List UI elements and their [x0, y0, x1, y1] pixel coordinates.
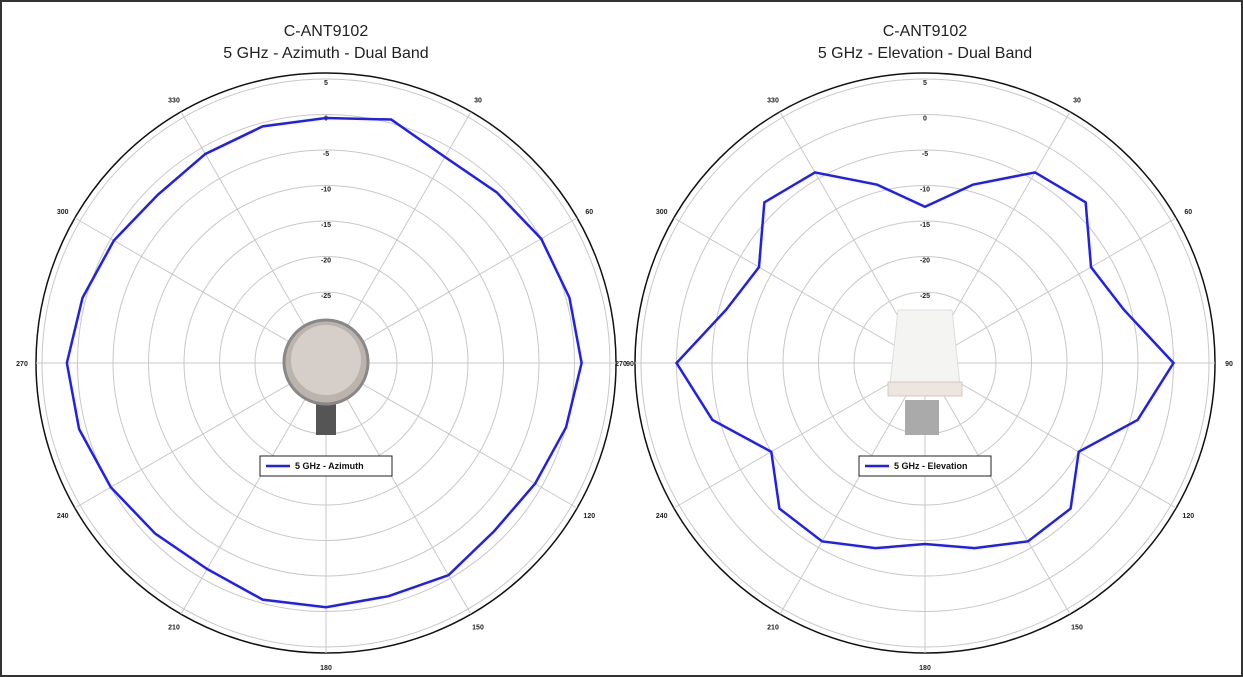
- r-tick-label: 5: [923, 80, 927, 87]
- theta-tick-label: 210: [767, 624, 779, 631]
- theta-tick-label: 60: [585, 209, 593, 216]
- r-tick-label: -10: [321, 187, 331, 194]
- theta-tick-label: 270: [16, 361, 28, 368]
- chart-title: C-ANT9102: [284, 23, 369, 40]
- theta-tick-label: 60: [1184, 209, 1192, 216]
- spoke: [924, 362, 1071, 615]
- spoke: [325, 362, 472, 615]
- legend-label: 5 GHz - Azimuth: [295, 461, 364, 471]
- pattern-line: [674, 171, 1176, 550]
- spoke: [924, 217, 1177, 364]
- theta-tick-label: 30: [1073, 98, 1081, 105]
- r-tick-label: -25: [920, 293, 930, 300]
- theta-tick-label: 330: [767, 98, 779, 105]
- r-tick-label: -25: [321, 293, 331, 300]
- elevation-antenna-image: [887, 309, 963, 435]
- theta-tick-label: 180: [320, 665, 332, 672]
- spoke: [180, 362, 327, 615]
- r-tick-label: -5: [922, 151, 928, 158]
- theta-tick-label: 150: [472, 624, 484, 631]
- r-tick-label: -20: [321, 258, 331, 265]
- chart-subtitle: 5 GHz - Azimuth - Dual Band: [223, 45, 428, 62]
- theta-tick-label: 120: [583, 513, 595, 520]
- legend-label: 5 GHz - Elevation: [894, 461, 968, 471]
- r-tick-label: -10: [920, 187, 930, 194]
- theta-tick-label: 240: [57, 513, 69, 520]
- chart-subtitle: 5 GHz - Elevation - Dual Band: [818, 45, 1032, 62]
- spoke: [673, 362, 926, 509]
- theta-tick-label: 300: [656, 209, 668, 216]
- theta-tick-label: 270: [615, 361, 627, 368]
- spoke: [924, 362, 1177, 509]
- r-tick-label: 5: [324, 80, 328, 87]
- r-tick-label: -20: [920, 258, 930, 265]
- theta-tick-label: 150: [1071, 624, 1083, 631]
- r-tick-label: -5: [323, 151, 329, 158]
- theta-tick-label: 300: [57, 209, 69, 216]
- legend-box: [858, 455, 992, 477]
- polar-chart: [35, 72, 617, 654]
- theta-tick-label: 210: [168, 624, 180, 631]
- legend-box: [259, 455, 393, 477]
- theta-tick-label: 330: [168, 98, 180, 105]
- spoke: [325, 217, 578, 364]
- theta-tick-label: 90: [1225, 361, 1233, 368]
- theta-tick-label: 120: [1182, 513, 1194, 520]
- spoke: [325, 111, 472, 364]
- theta-tick-label: 240: [656, 513, 668, 520]
- spoke: [779, 362, 926, 615]
- azimuth-antenna-image: [282, 318, 370, 435]
- spoke: [74, 217, 327, 364]
- r-tick-label: 0: [923, 116, 927, 123]
- spoke: [673, 217, 926, 364]
- theta-tick-label: 30: [474, 98, 482, 105]
- chart-title: C-ANT9102: [883, 23, 968, 40]
- theta-tick-label: 180: [919, 665, 931, 672]
- r-tick-label: -15: [321, 222, 331, 229]
- theta-tick-label: 90: [626, 361, 634, 368]
- pattern-line: [65, 116, 583, 609]
- spoke: [74, 362, 327, 509]
- r-tick-label: -15: [920, 222, 930, 229]
